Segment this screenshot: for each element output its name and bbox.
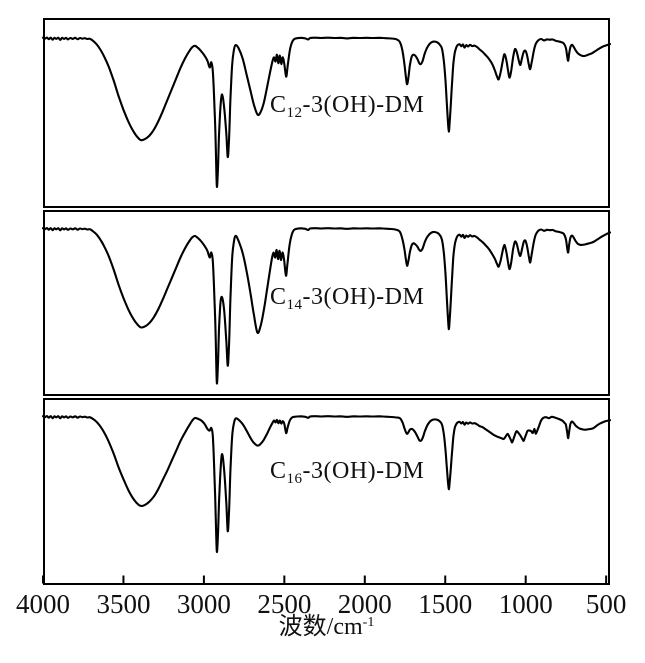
x-axis-tick-label: 1500 — [418, 589, 472, 619]
panel-border-3 — [43, 398, 610, 585]
panel-border-2 — [43, 210, 610, 396]
spectrum-curve-c14 — [41, 226, 612, 385]
x-axis-tick-label: 2000 — [338, 589, 392, 619]
panel-label-c14-prefix: C — [270, 284, 287, 310]
panel-label-c14-suffix: -3(OH)-DM — [302, 284, 425, 310]
x-axis-tick-label: 1000 — [499, 589, 553, 619]
x-axis-tick-label: 4000 — [16, 589, 70, 619]
x-axis-tick-label: 3000 — [177, 589, 231, 619]
spectrum-curve-c12 — [41, 36, 612, 188]
x-axis-tick-label: 3500 — [96, 589, 150, 619]
panel-label-c16: C16-3(OH)-DM — [270, 459, 424, 487]
x-axis-tick-label: 2500 — [257, 589, 311, 619]
panel-label-c12: C12-3(OH)-DM — [270, 93, 424, 121]
x-axis-title-text: 波数/cm — [278, 614, 363, 640]
spectrum-curve-c16 — [41, 414, 612, 554]
panel-label-c16-suffix: -3(OH)-DM — [302, 458, 425, 484]
x-axis-title-superscript: -1 — [362, 615, 375, 630]
panel-label-c14-subscript: 14 — [286, 297, 303, 313]
panel-label-c12-subscript: 12 — [286, 105, 303, 121]
x-axis-title: 波数/cm-1 — [43, 614, 610, 642]
x-axis-tick-label: 500 — [586, 589, 627, 619]
panel-border-1 — [43, 18, 610, 208]
panel-label-c12-prefix: C — [270, 92, 287, 118]
panel-label-c14: C14-3(OH)-DM — [270, 285, 424, 313]
panel-label-c12-suffix: -3(OH)-DM — [302, 92, 425, 118]
panel-label-c16-subscript: 16 — [286, 471, 303, 487]
panel-label-c16-prefix: C — [270, 458, 287, 484]
